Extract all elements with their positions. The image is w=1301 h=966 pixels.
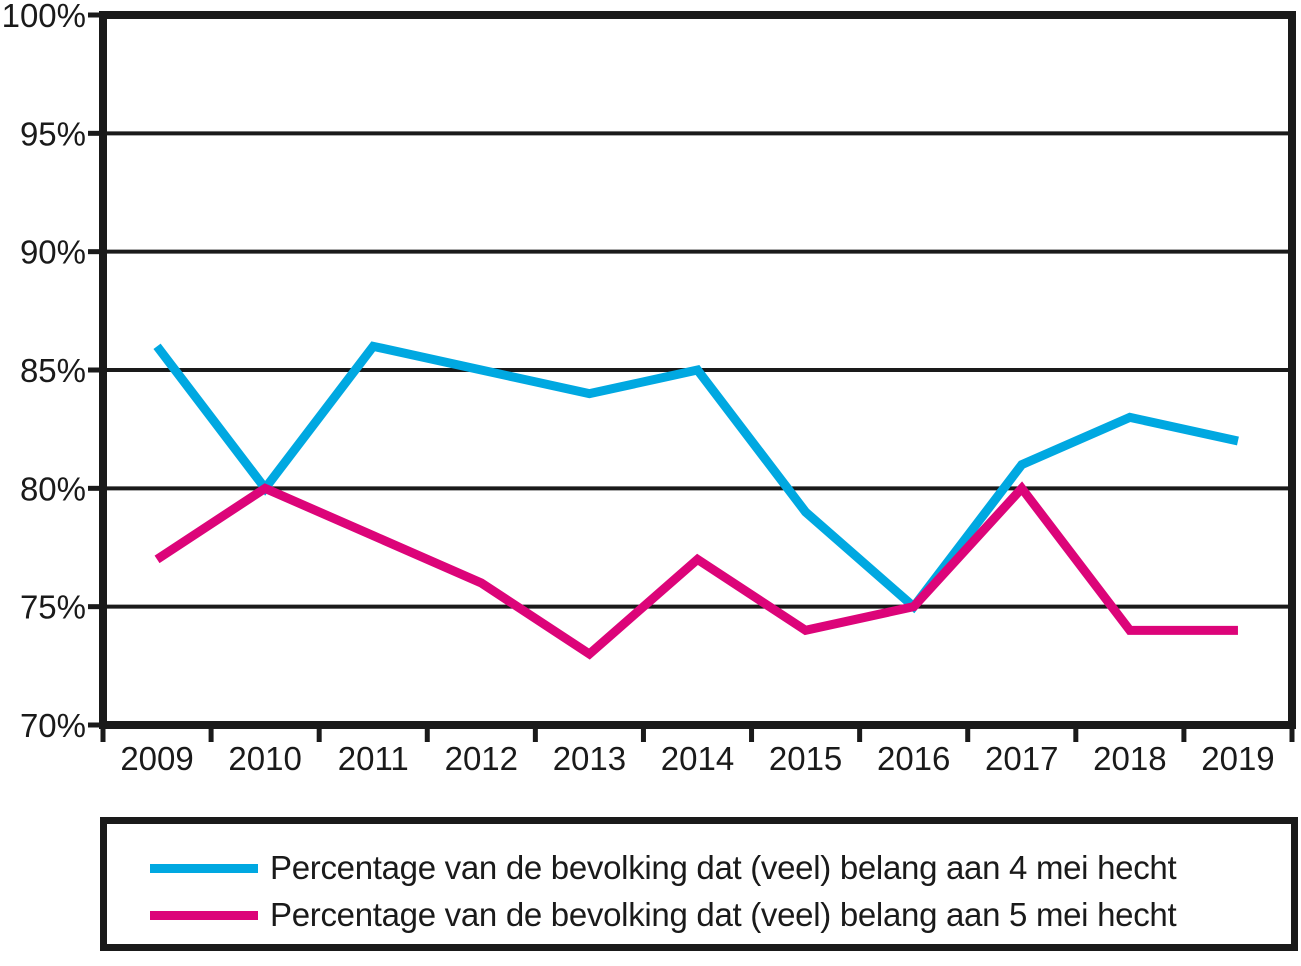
legend-label-4-mei: Percentage van de bevolking dat (veel) b… [270,849,1177,886]
y-tick-label-85: 85% [20,352,86,389]
x-tick-label-2010: 2010 [228,740,301,777]
legend-label-5-mei: Percentage van de bevolking dat (veel) b… [270,896,1177,933]
x-tick-label-2019: 2019 [1201,740,1274,777]
x-tick-label-2011: 2011 [338,740,409,777]
y-tick-label-75: 75% [20,589,86,626]
x-tick-label-2009: 2009 [120,740,193,777]
x-tick-label-2014: 2014 [661,740,734,777]
chart-legend: Percentage van de bevolking dat (veel) b… [100,817,1298,951]
legend-swatch-5-mei-line [150,910,258,920]
y-tick-label-70: 70% [20,707,86,744]
y-tick-label-80: 80% [20,470,86,507]
x-tick-label-2017: 2017 [985,740,1058,777]
series-line-4-mei [153,341,1239,614]
x-tick-label-2016: 2016 [877,740,950,777]
series-line-5-mei [154,481,1238,660]
x-tick-label-2013: 2013 [553,740,626,777]
y-tick-label-90: 90% [20,234,86,271]
x-tick-label-2012: 2012 [445,740,518,777]
legend-swatch-4-mei-line [150,863,258,873]
legend-item-5-mei: Percentage van de bevolking dat (veel) b… [150,896,1291,933]
legend-item-4-mei: Percentage van de bevolking dat (veel) b… [150,849,1291,886]
y-tick-label-100: 100% [2,0,86,34]
y-tick-label-95: 95% [20,115,86,152]
x-tick-label-2018: 2018 [1093,740,1166,777]
x-tick-label-2015: 2015 [769,740,842,777]
plot-area: 70% 75% 80% 85% 90% 95% 100% 2009 2010 2011 2012 20… [2,0,1296,777]
